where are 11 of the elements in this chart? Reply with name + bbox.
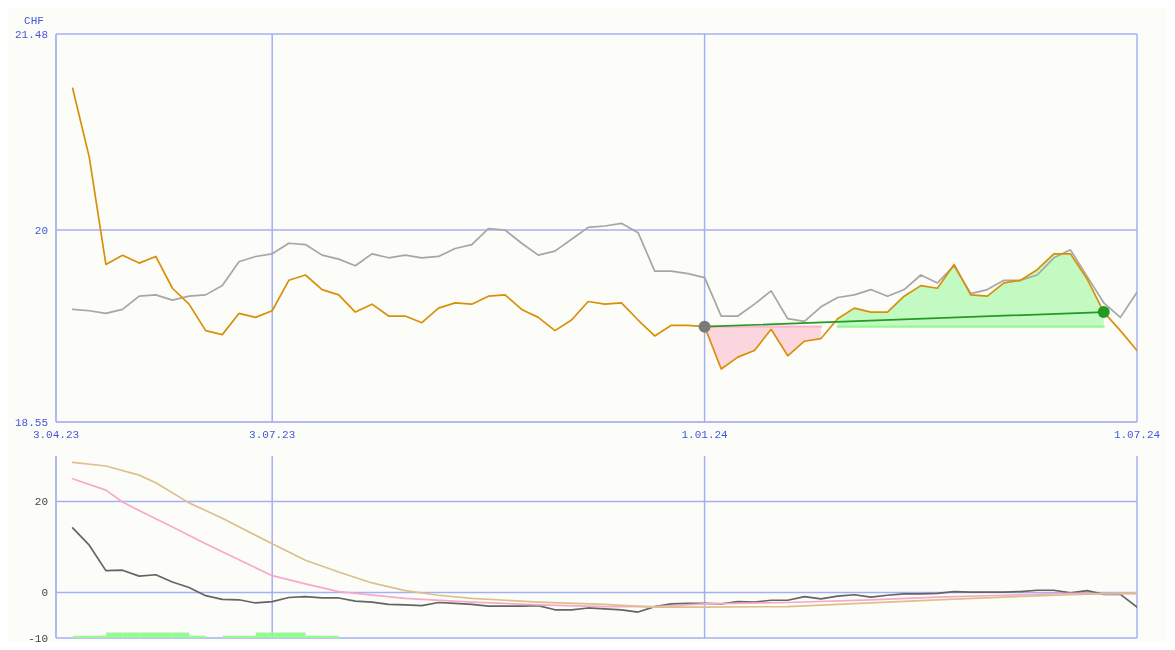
x-tick-label: 3.07.23	[249, 428, 296, 441]
y-tick-label: 0	[41, 587, 48, 600]
x-tick-label: 1.07.24	[1113, 428, 1161, 441]
y-tick-label: 20	[34, 496, 48, 509]
y-tick-label: -10	[28, 632, 48, 645]
y-tick-label: 18.55	[14, 416, 48, 429]
y-axis-title: CHF	[24, 15, 44, 27]
y-tick-label: 21.48	[14, 28, 48, 41]
y-tick-label: 20	[34, 224, 48, 237]
x-tick-label: 3.04.23	[32, 428, 80, 441]
x-tick-label: 1.01.24	[681, 428, 729, 441]
